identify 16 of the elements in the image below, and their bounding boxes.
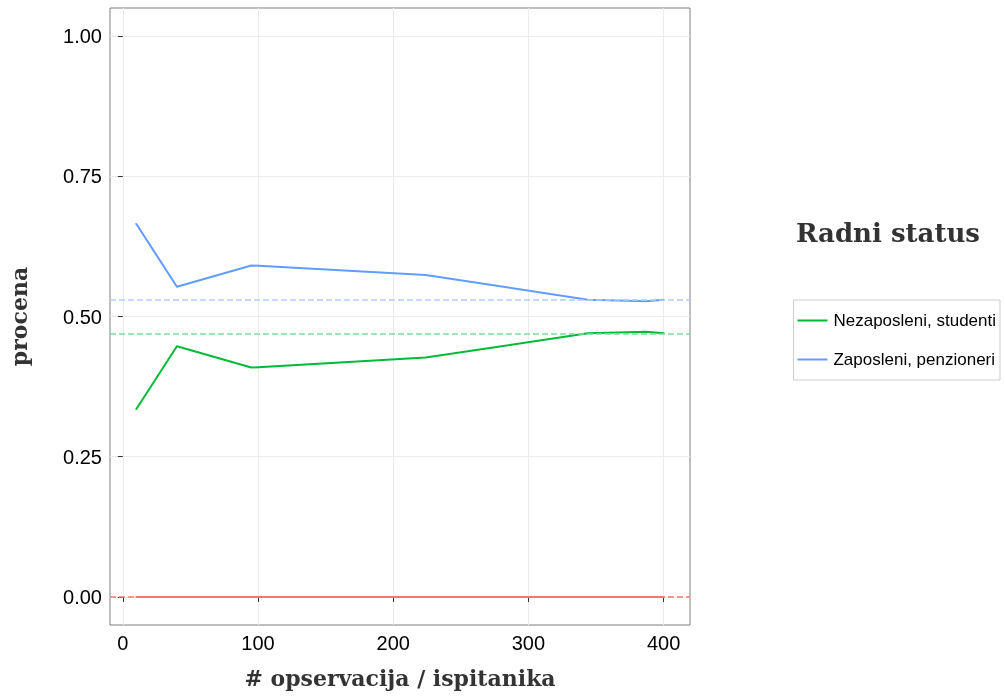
y-tick-label: 1.00 [63, 25, 102, 48]
y-axis-title: procena [6, 266, 32, 367]
y-tick-label: 0.75 [63, 165, 102, 188]
x-tick-label: 400 [646, 632, 681, 654]
legend-label: Zaposleni, penzioneri [833, 350, 996, 369]
legend-label: Nezaposleni, studenti [833, 311, 996, 330]
line-series [135, 330, 665, 411]
x-tick-label: 300 [511, 632, 546, 654]
x-tick-label: 200 [376, 632, 410, 654]
x-tick-label: 100 [241, 632, 275, 654]
legend-title: Radni status [795, 218, 980, 248]
x-axis-title: # opservacija / ispitanika [244, 665, 556, 691]
y-tick-label: 0.00 [63, 585, 102, 608]
x-tick-label: 0 [117, 632, 129, 654]
y-tick-label: 0.50 [63, 305, 102, 328]
y-tick-label: 0.25 [63, 445, 102, 468]
